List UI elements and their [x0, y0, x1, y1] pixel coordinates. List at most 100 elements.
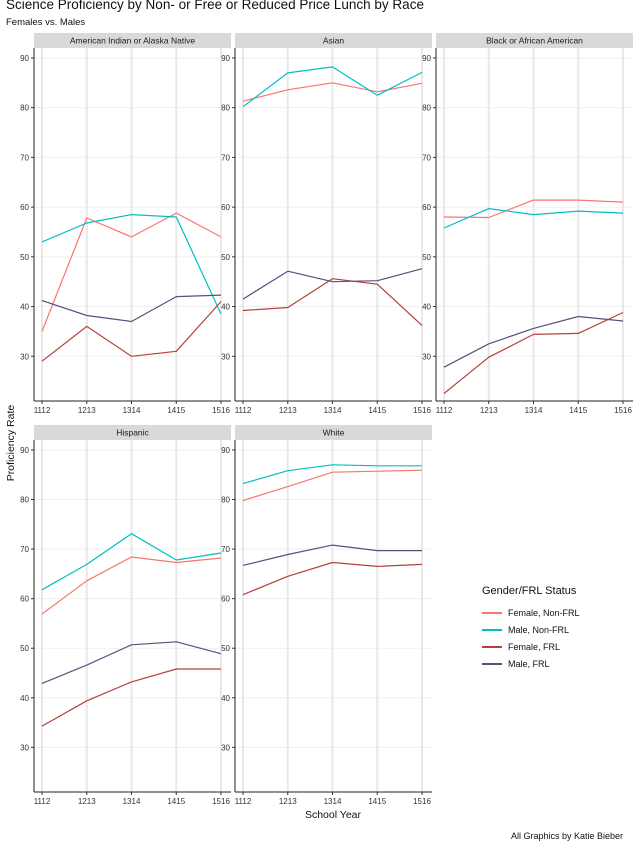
y-tick-label: 60 — [221, 595, 230, 604]
series-line-female-frl — [41, 301, 222, 362]
facet-panel-asian: Asian 30 40 50 60 70 80 90 1112 1213 1314 1415 1516 — [221, 33, 432, 415]
y-tick-label: 90 — [221, 54, 230, 63]
chart-subtitle: Females vs. Males — [6, 17, 86, 28]
legend: Gender/FRL Status Female, Non-FRL Male, … — [482, 585, 580, 672]
x-tick-label: 1415 — [167, 797, 185, 806]
y-tick-label: 80 — [221, 104, 230, 113]
y-tick-label: 40 — [221, 694, 230, 703]
chart-title: Science Proficiency by Non- or Free or R… — [6, 0, 424, 12]
x-tick-label: 1213 — [279, 406, 297, 415]
y-tick-label: 40 — [20, 694, 29, 703]
y-tick-label: 50 — [20, 644, 29, 653]
x-tick-label: 1314 — [123, 797, 141, 806]
y-tick-label: 80 — [20, 104, 29, 113]
y-tick-label: 70 — [221, 153, 230, 162]
x-tick-label: 1415 — [368, 797, 386, 806]
x-tick-label: 1415 — [368, 406, 386, 415]
y-tick-label: 80 — [20, 495, 29, 504]
facet-strip — [235, 425, 432, 440]
y-tick-label: 50 — [221, 253, 230, 262]
y-tick-label: 70 — [20, 153, 29, 162]
legend-item: Male, FRL — [482, 655, 580, 672]
legend-key-female-frl — [482, 645, 502, 648]
series-line-male-non-frl — [242, 66, 423, 108]
x-tick-label: 1314 — [123, 406, 141, 415]
y-tick-label: 50 — [20, 253, 29, 262]
x-tick-label: 1516 — [212, 797, 230, 806]
y-tick-label: 60 — [221, 203, 230, 212]
series-line-female-non-frl — [443, 199, 624, 219]
facet-strip — [235, 33, 432, 48]
y-tick-label: 30 — [221, 743, 230, 752]
x-tick-label: 1213 — [78, 406, 96, 415]
legend-label: Female, FRL — [508, 641, 561, 652]
y-tick-label: 30 — [20, 743, 29, 752]
x-tick-label: 1213 — [279, 797, 297, 806]
x-tick-label: 1112 — [235, 797, 252, 806]
y-tick-label: 50 — [422, 253, 431, 262]
series-line-female-non-frl — [242, 469, 423, 502]
facet-panel-black-or-african-american: Black or African American 30 40 50 60 70 80 90 1… — [422, 33, 633, 415]
y-tick-label: 70 — [422, 153, 431, 162]
x-axis-label: School Year — [304, 809, 362, 821]
facet-title: Hispanic — [116, 428, 149, 438]
legend-key-male-frl — [482, 662, 502, 665]
legend-label: Male, Non-FRL — [508, 624, 570, 635]
x-tick-label: 1415 — [569, 406, 587, 415]
y-tick-label: 50 — [221, 644, 230, 653]
facet-panel-american-indian-or-alaska-native: American Indian or Alaska Native 30 40 50 60… — [20, 33, 231, 415]
series-line-male-non-frl — [242, 464, 422, 485]
x-tick-label: 1314 — [324, 406, 342, 415]
y-tick-label: 70 — [20, 545, 29, 554]
x-tick-label: 1516 — [614, 406, 632, 415]
x-tick-label: 1112 — [436, 406, 453, 415]
x-tick-label: 1415 — [167, 406, 185, 415]
y-tick-label: 90 — [20, 54, 29, 63]
series-line-male-frl — [242, 268, 423, 300]
facet-strip — [34, 425, 231, 440]
y-tick-label: 40 — [422, 303, 431, 312]
series-line-male-non-frl — [41, 214, 222, 315]
series-line-female-frl — [443, 311, 624, 394]
y-tick-label: 90 — [422, 54, 431, 63]
x-tick-label: 1516 — [413, 797, 431, 806]
y-axis-label: Proficiency Rate — [5, 404, 17, 482]
facet-panel-hispanic: Hispanic 30 40 50 60 70 80 90 1112 1213 1314 1415 15… — [20, 425, 231, 806]
series-line-female-frl — [242, 278, 423, 326]
y-tick-label: 70 — [221, 545, 230, 554]
credit-text: All Graphics by Katie Bieber — [510, 831, 623, 841]
x-tick-label: 1314 — [525, 406, 543, 415]
legend-label: Female, Non-FRL — [508, 607, 580, 618]
facet-title: Black or African American — [486, 36, 583, 46]
y-tick-label: 90 — [221, 446, 230, 455]
series-line-male-non-frl — [443, 208, 624, 229]
series-line-female-non-frl — [41, 212, 222, 332]
x-tick-label: 1314 — [324, 797, 342, 806]
y-tick-label: 60 — [20, 595, 29, 604]
legend-item: Male, Non-FRL — [482, 621, 580, 638]
x-tick-label: 1112 — [34, 406, 51, 415]
series-line-male-non-frl — [41, 533, 222, 591]
series-line-male-frl — [443, 315, 624, 368]
series-line-male-frl — [41, 641, 222, 684]
x-tick-label: 1112 — [34, 797, 51, 806]
series-line-female-non-frl — [242, 82, 423, 102]
y-tick-label: 80 — [422, 104, 431, 113]
legend-item: Female, FRL — [482, 638, 580, 655]
y-tick-label: 30 — [20, 352, 29, 361]
legend-label: Male, FRL — [508, 658, 550, 669]
y-tick-label: 30 — [221, 352, 230, 361]
x-tick-label: 1516 — [212, 406, 230, 415]
x-tick-label: 1213 — [78, 797, 96, 806]
y-tick-label: 60 — [20, 203, 29, 212]
facet-title: Asian — [323, 36, 345, 46]
x-tick-label: 1213 — [480, 406, 498, 415]
series-line-female-non-frl — [41, 556, 222, 615]
series-line-female-frl — [41, 668, 221, 727]
legend-item: Female, Non-FRL — [482, 604, 580, 621]
x-tick-label: 1112 — [235, 406, 252, 415]
y-tick-label: 90 — [20, 446, 29, 455]
facet-strip — [34, 33, 231, 48]
series-line-male-frl — [242, 544, 422, 566]
